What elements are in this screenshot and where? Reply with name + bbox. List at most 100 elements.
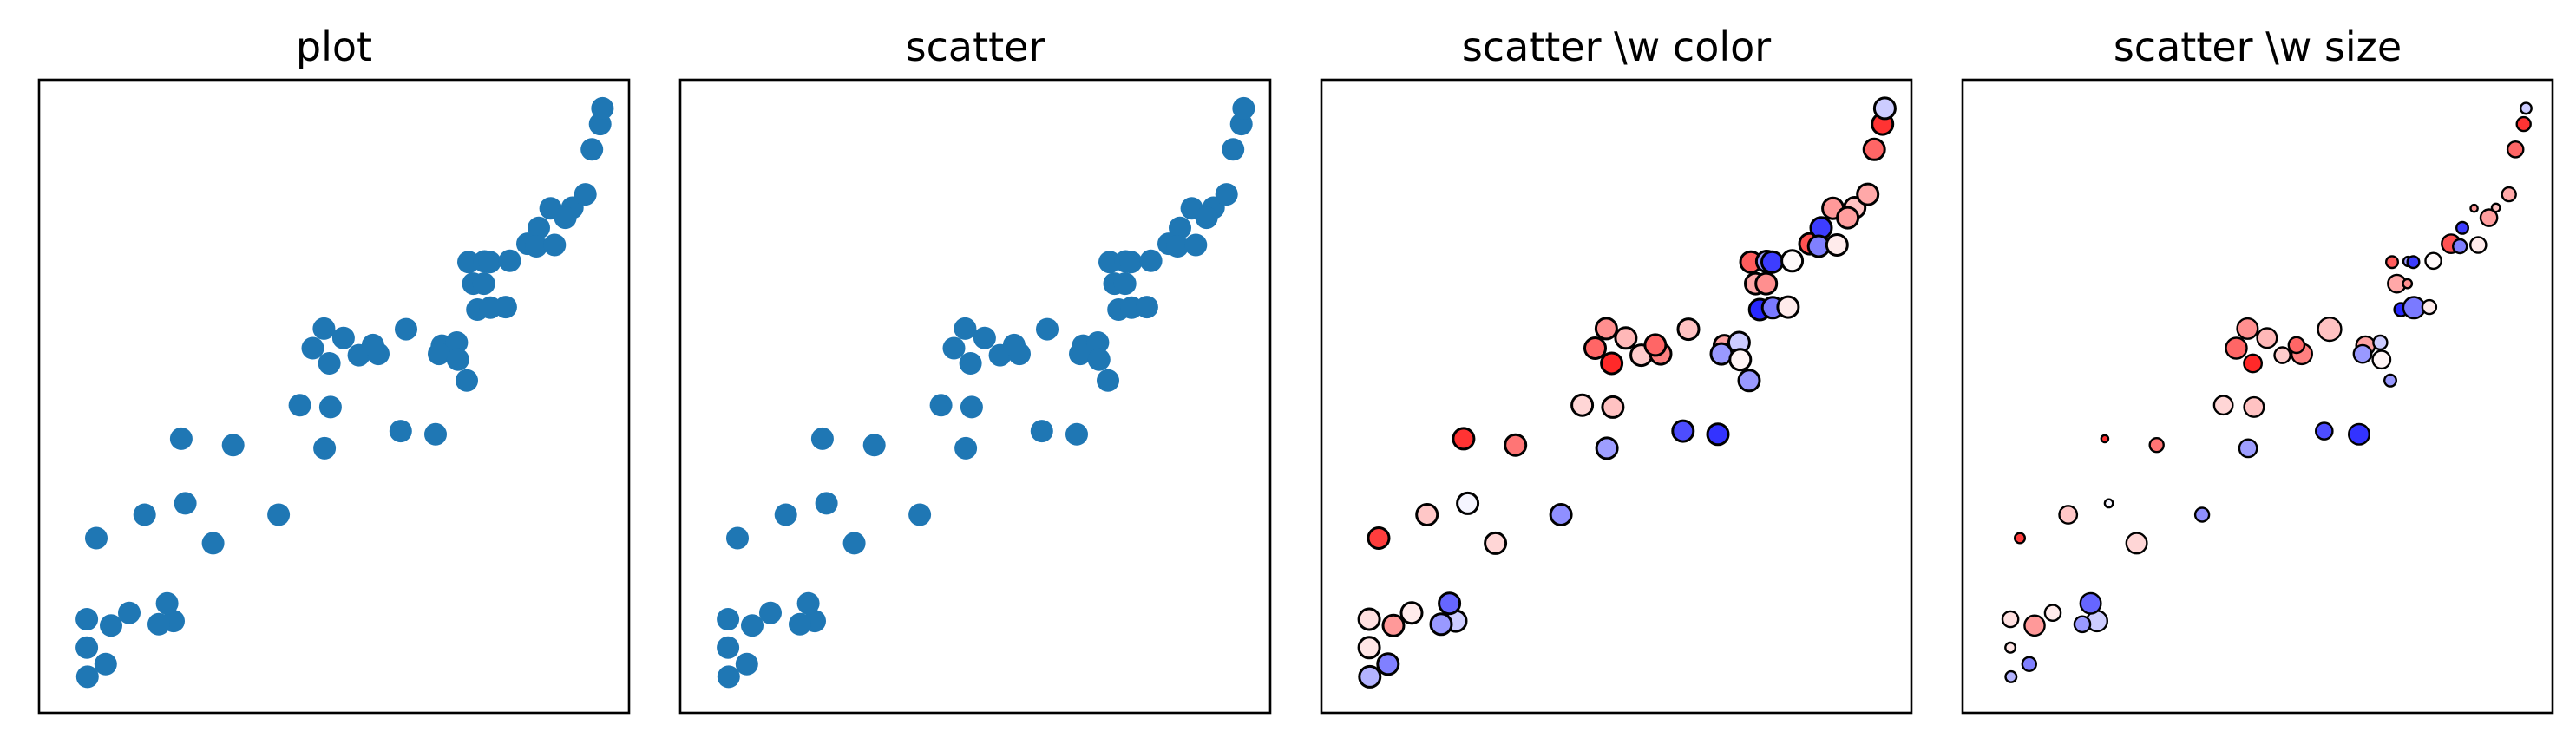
scatter-point [2352,343,2373,364]
scatter-point [2515,115,2532,133]
scatter-point [318,352,341,375]
scatter-point [1169,216,1191,239]
scatter-point [1429,612,1453,637]
scatter-point [2469,236,2488,254]
scatter-point [478,251,501,274]
scatter-point [1415,503,1439,526]
scatter-point [574,183,597,206]
axes-frame-scatter [678,78,1272,715]
scatter-point [525,235,548,258]
panel-scatter: scatter [678,23,1272,715]
scatter-point [331,326,355,349]
scatter-point [2314,421,2334,441]
scatter-point [528,216,550,239]
panel-title-scatter-color: scatter \w color [1462,23,1771,70]
scatter-point [1706,422,1730,447]
scatter-point [741,614,764,637]
scatter-point [457,251,480,274]
scatter-point [591,96,614,120]
scatter-point [1215,183,1238,206]
scatter-point [2103,498,2114,509]
scatter-point [395,317,417,341]
scatter-point [908,503,932,526]
scatter-point [726,526,749,550]
scatter-point [942,336,966,360]
scatter-point [169,427,193,450]
scatter-point [456,369,478,392]
scatter-point [1601,395,1625,419]
panel-scatter-size: scatter \w size [1961,23,2554,715]
scatter-point [2371,349,2392,370]
scatter-point [2506,140,2525,159]
scatter-point [1367,526,1391,550]
scatter-point [1570,393,1595,417]
scatter-point [717,636,740,659]
scatter-point [318,395,342,419]
scatter-point [424,422,447,446]
scatter-point [2001,610,2020,629]
scatter-point [2125,532,2148,555]
scatter-point [2079,591,2102,615]
scatter-point [1643,333,1668,357]
scatter-point [1086,331,1110,354]
scatter-point [2212,395,2234,416]
scatter-point [75,636,99,659]
scatter-point [2424,251,2442,271]
scatter-point [85,526,108,550]
scatter-point [1594,317,1618,341]
scatter-point [2348,422,2371,446]
scatter-point [100,614,122,637]
scatter-point [960,395,983,419]
scatter-point [2238,438,2258,459]
scatter-point [494,296,517,319]
points-scatter [717,96,1255,689]
scatter-point [1139,249,1163,272]
scatter-point [717,665,740,689]
scatter-point [1456,491,1480,515]
panel-title-plot: plot [296,23,372,70]
scatter-point [1836,206,1860,230]
scatter-point [1737,369,1761,393]
panel-title-scatter-size: scatter \w size [2114,23,2402,70]
scatter-point [2243,353,2263,374]
panel-title-scatter: scatter [906,23,1045,70]
scatter-point [759,601,782,624]
panel-scatter-color: scatter \w color [1320,23,1913,715]
scatter-point [929,394,953,417]
scatter-point [842,532,866,555]
axes-frame-plot [37,78,631,715]
scatter-point [1195,206,1218,230]
scatter-point [1614,326,1638,350]
scatter-point [1825,233,1849,257]
scatter-point [1549,503,1573,526]
scatter-point [2058,505,2079,525]
scatter-point [2225,336,2248,360]
scatter-point [1184,233,1208,257]
scatter-point [75,665,99,689]
scatter-point [312,317,336,340]
scatter-point [174,492,197,515]
scatter-point [1381,613,1406,637]
scatter-point [201,532,225,555]
scatter-point [1780,249,1805,273]
scatter-point [1452,427,1476,451]
scatter-point [2287,336,2306,355]
scatter-point [1583,336,1607,360]
scatter-point [1135,296,1158,319]
scatter-point [1776,295,1800,319]
scatter-point [580,138,604,161]
scatter-point [2014,532,2027,545]
scatter-point [2402,278,2414,290]
scatter-point [774,503,797,526]
scatter-point [1119,251,1143,274]
scatter-point [361,333,384,356]
scatter-point [796,591,820,615]
points-plot [75,96,614,689]
scatter-point [2023,614,2046,637]
scatter-point [1097,369,1119,392]
scatter-point [118,601,141,624]
scatter-point [1600,351,1624,376]
axes-frame-scatter-size [1961,78,2554,715]
scatter-point [1399,601,1424,625]
